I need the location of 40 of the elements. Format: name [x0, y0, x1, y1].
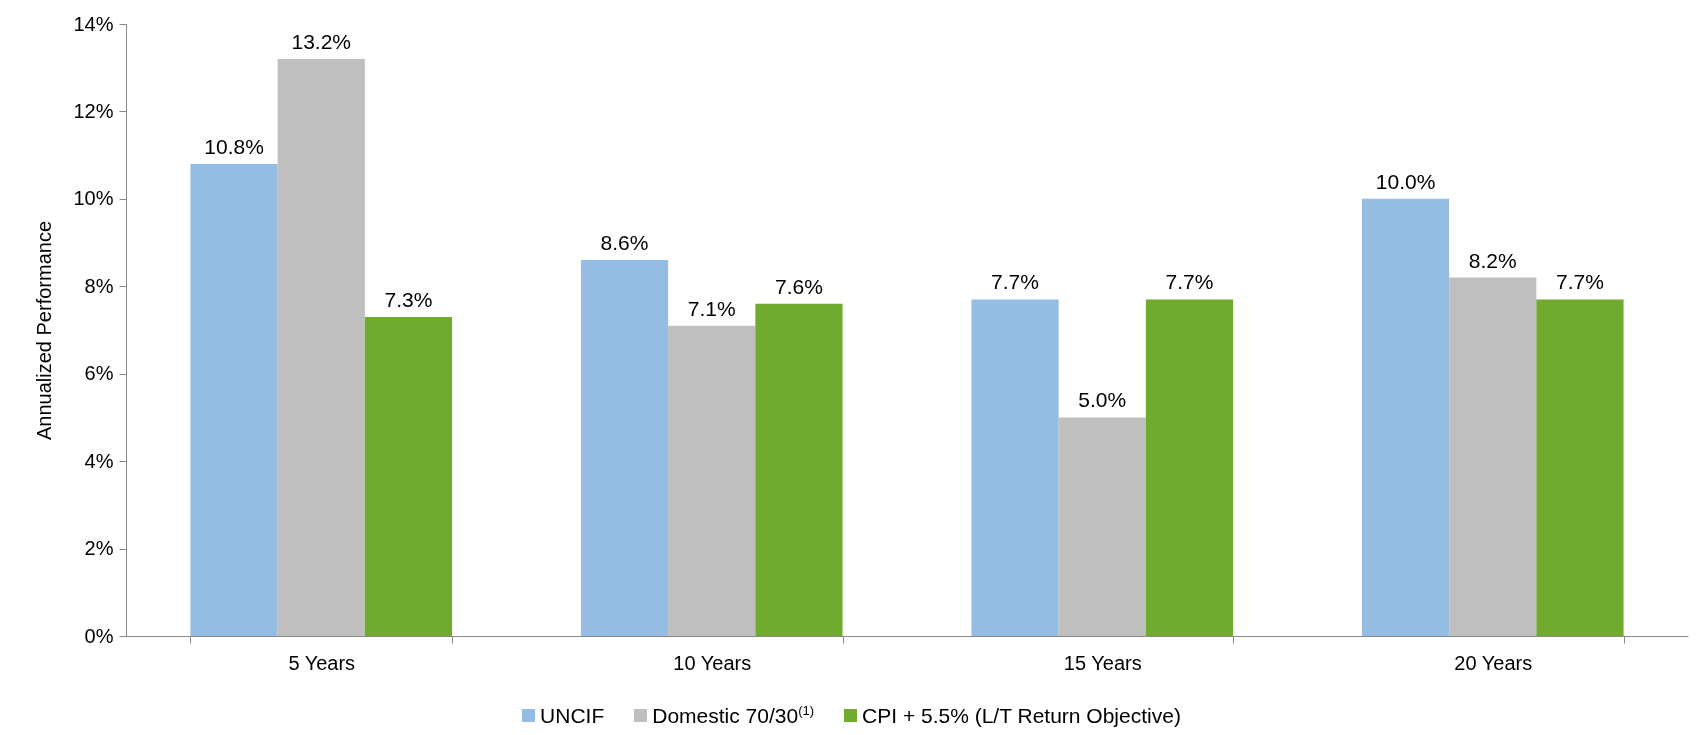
legend-label: Domestic 70/30$^{(1)}$: [652, 703, 815, 728]
data-label: 7.3%: [384, 287, 433, 311]
bar: [1145, 299, 1234, 636]
bar: [1449, 277, 1537, 636]
bar: [1536, 299, 1624, 636]
data-label: 7.7%: [1165, 270, 1214, 294]
bar: [1058, 417, 1146, 636]
legend-label: CPI + 5.5% (L/T Return Objective): [862, 703, 1181, 728]
bar: [364, 316, 453, 636]
y-tick-label: 6%: [84, 362, 114, 385]
data-label: 13.2%: [291, 29, 352, 53]
bar: [277, 58, 365, 636]
y-axis-title: Annualized Performance: [33, 220, 56, 441]
data-label: 7.7%: [991, 270, 1039, 294]
x-tick-label: 10 Years: [673, 651, 752, 674]
y-tick-label: 10%: [73, 187, 114, 210]
bar: [755, 303, 843, 636]
data-label: 7.1%: [687, 296, 736, 320]
y-tick-label: 14%: [73, 12, 114, 35]
data-label: 8.2%: [1468, 248, 1517, 272]
data-label: 7.6%: [775, 274, 823, 298]
legend-label: UNCIF: [540, 703, 605, 728]
bar: [1361, 198, 1450, 636]
bar: [580, 260, 669, 636]
y-tick-label: 12%: [73, 99, 114, 122]
data-label: 7.7%: [1556, 270, 1604, 294]
bar: [971, 299, 1059, 636]
data-label: 8.6%: [600, 231, 649, 255]
x-tick-label: 15 Years: [1063, 651, 1142, 674]
data-label: 10.8%: [204, 134, 264, 158]
y-tick-label: 0%: [84, 624, 114, 647]
bar: [190, 163, 278, 636]
y-tick-label: 2%: [84, 537, 114, 560]
data-label: 10.0%: [1375, 169, 1436, 193]
y-tick-label: 4%: [84, 449, 114, 472]
x-tick-label: 5 Years: [288, 651, 356, 674]
y-tick-label: 8%: [84, 274, 114, 297]
data-label: 5.0%: [1078, 388, 1127, 412]
x-tick-label: 20 Years: [1454, 651, 1533, 674]
bar: [668, 325, 756, 636]
